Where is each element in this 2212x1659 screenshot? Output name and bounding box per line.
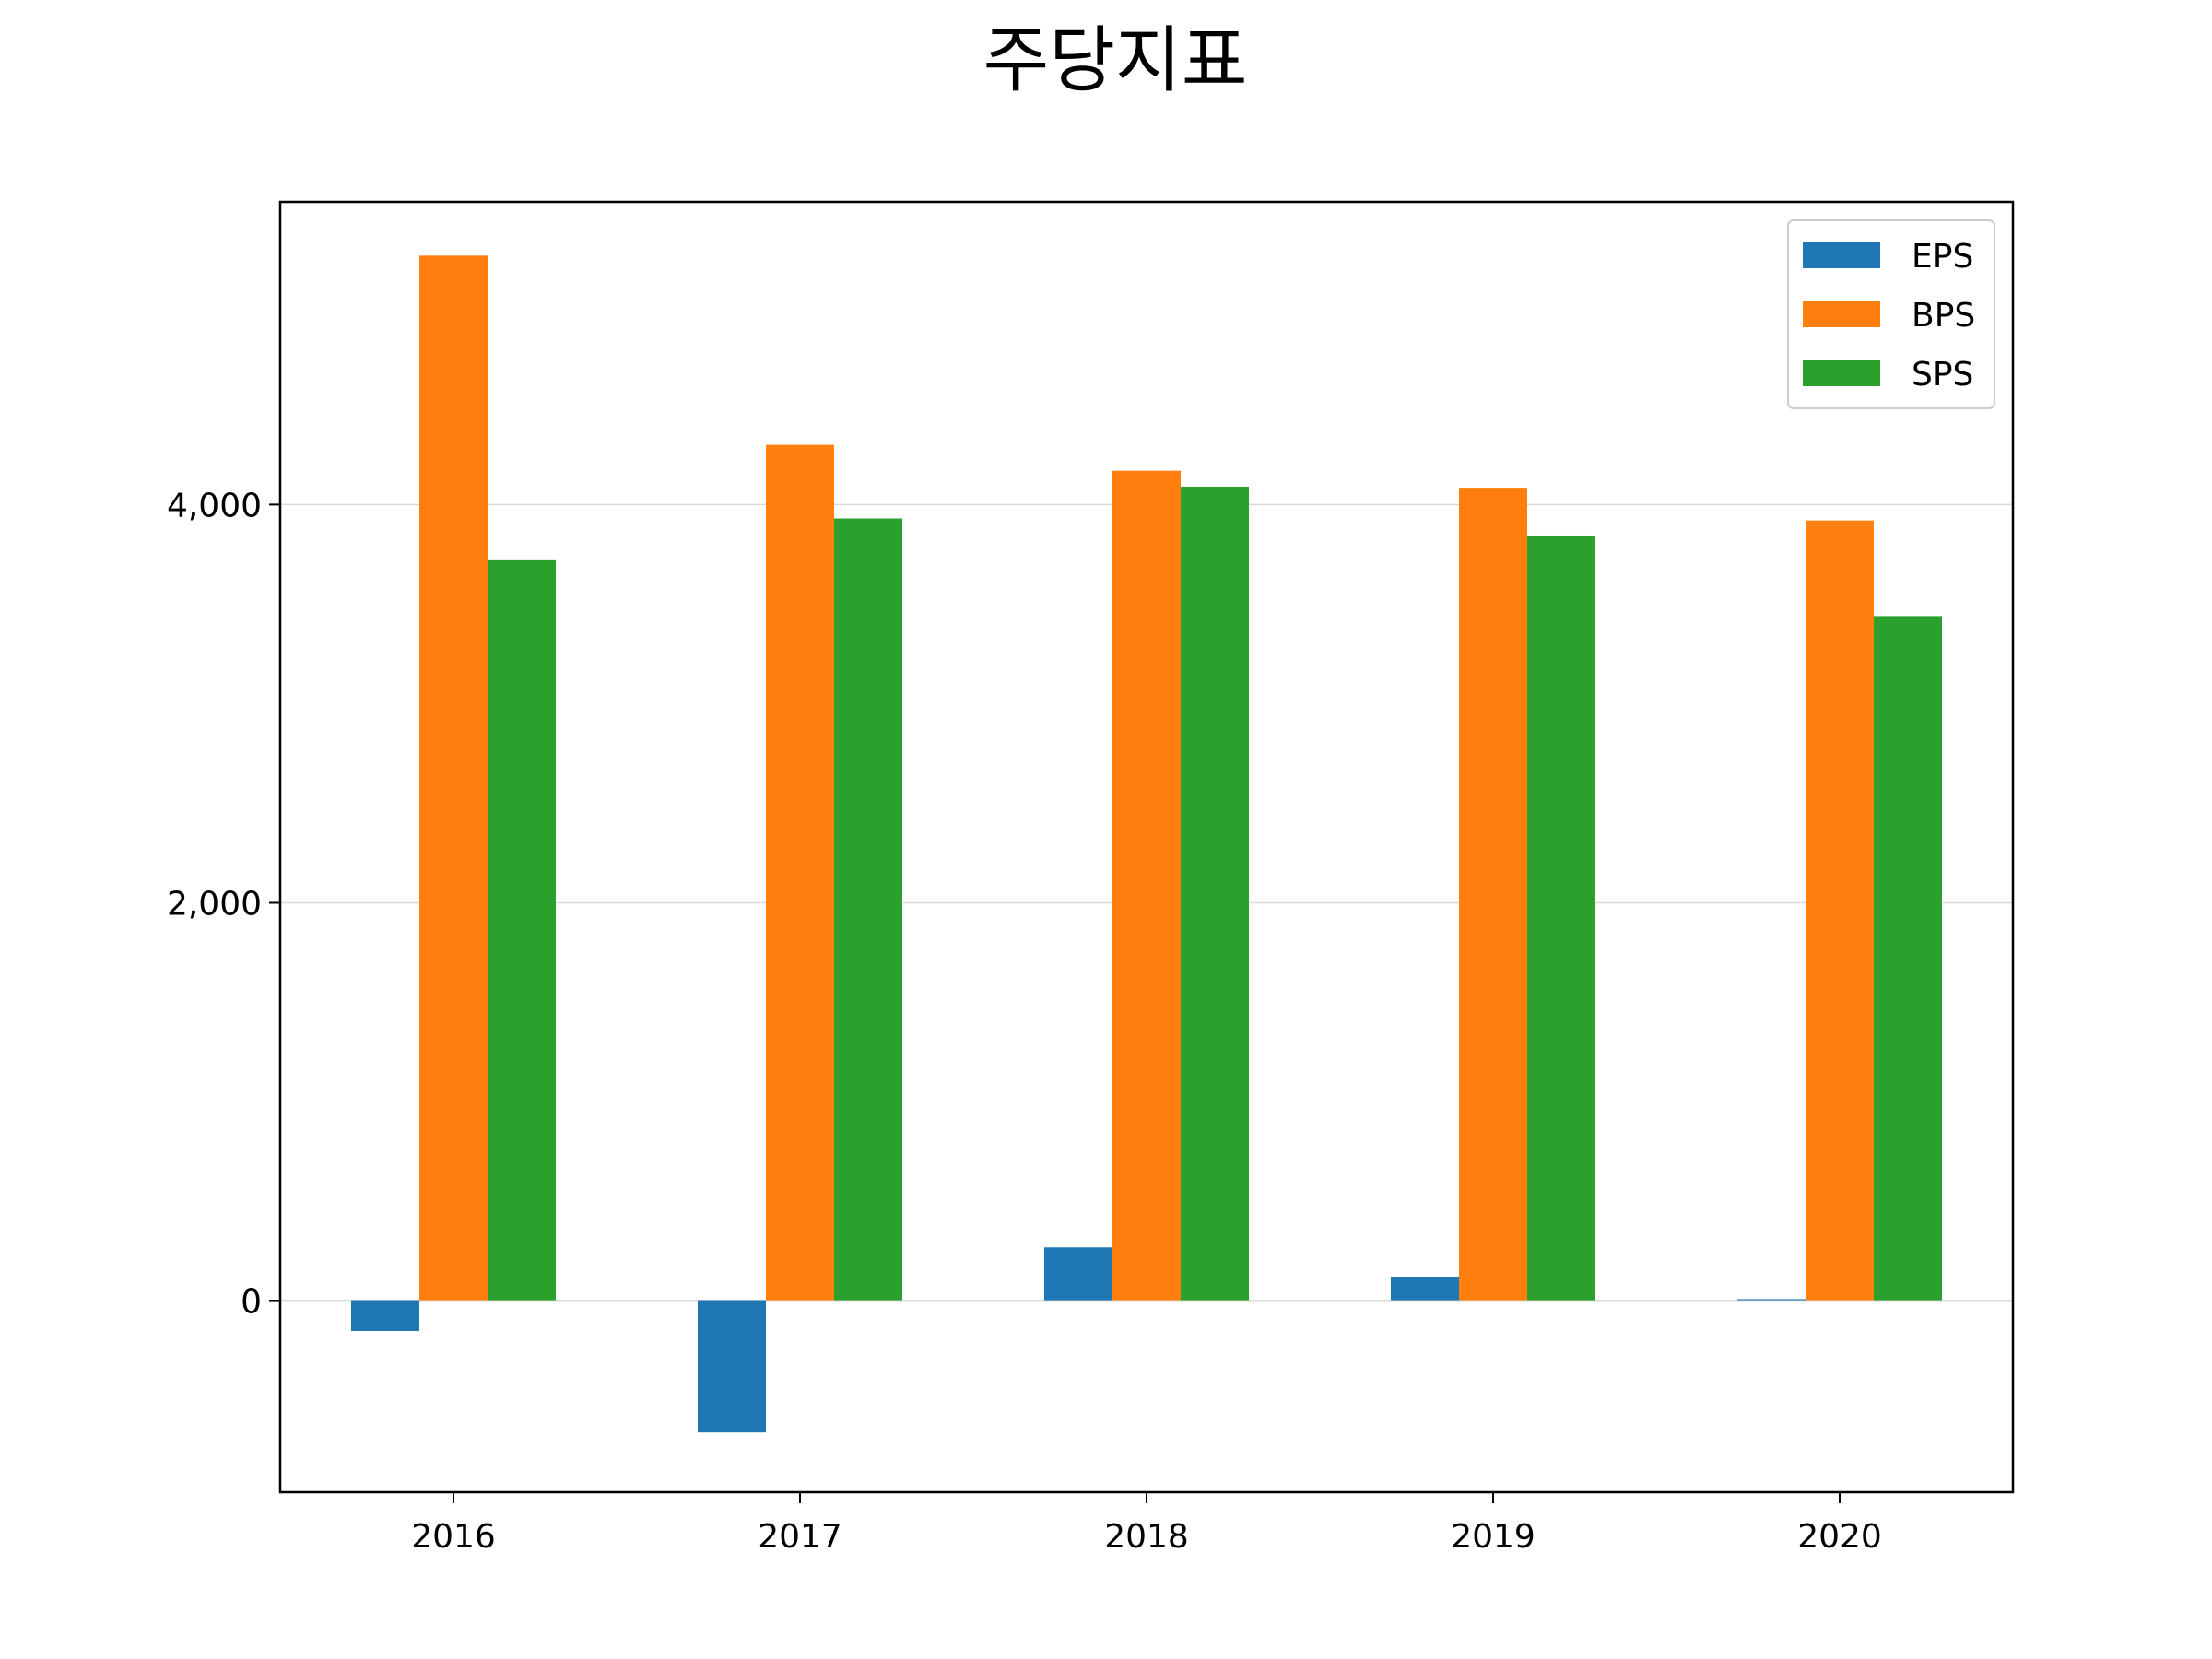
legend-swatch-eps xyxy=(1803,242,1880,268)
bar-bps-2017 xyxy=(766,444,834,1301)
chart-title: 주당지표 xyxy=(982,19,1247,102)
bar-sps-2019 xyxy=(1527,535,1595,1301)
bar-eps-2016 xyxy=(351,1300,419,1331)
bar-sps-2018 xyxy=(1181,486,1249,1301)
x-axis: 2016 2017 2018 2019 2020 xyxy=(411,1492,1882,1556)
bar-sps-2016 xyxy=(488,559,556,1301)
x-tick-label-2016: 2016 xyxy=(411,1518,496,1556)
legend-label-eps: EPS xyxy=(1912,238,1973,276)
x-tick-label-2017: 2017 xyxy=(758,1518,842,1556)
x-tick-label-2019: 2019 xyxy=(1451,1518,1535,1556)
bar-eps-2020 xyxy=(1737,1299,1806,1301)
legend-label-sps: SPS xyxy=(1912,356,1973,394)
bar-eps-2017 xyxy=(698,1300,766,1433)
bar-sps-2017 xyxy=(834,518,902,1301)
bar-eps-2018 xyxy=(1044,1247,1112,1301)
x-tick-label-2020: 2020 xyxy=(1797,1518,1882,1556)
legend-swatch-sps xyxy=(1803,360,1880,386)
legend-label-bps: BPS xyxy=(1912,297,1975,335)
bar-bps-2019 xyxy=(1459,488,1527,1301)
bar-sps-2020 xyxy=(1874,616,1942,1301)
bar-bps-2020 xyxy=(1806,520,1874,1301)
bar-bps-2016 xyxy=(419,255,488,1301)
legend: EPS BPS SPS xyxy=(1787,219,1995,409)
y-tick-label-1: 2,000 xyxy=(167,885,262,923)
bar-bps-2018 xyxy=(1112,470,1181,1301)
bars xyxy=(351,255,1942,1433)
y-tick-label-0: 0 xyxy=(241,1284,262,1322)
bar-eps-2019 xyxy=(1391,1277,1459,1301)
y-tick-label-2: 4,000 xyxy=(167,487,262,524)
legend-swatch-bps xyxy=(1803,301,1880,327)
y-axis: 0 2,000 4,000 xyxy=(167,487,280,1322)
x-tick-label-2018: 2018 xyxy=(1104,1518,1189,1556)
